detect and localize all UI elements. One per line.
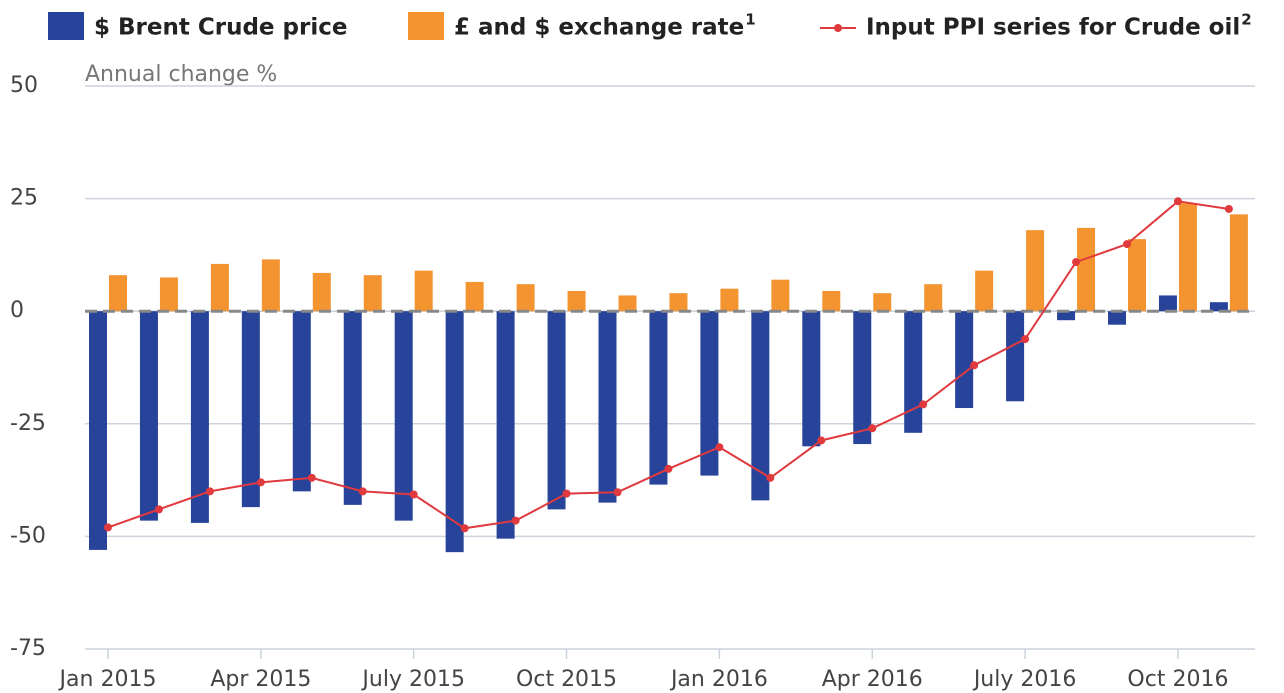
line-point xyxy=(358,487,367,496)
legend-sup: 2 xyxy=(1241,11,1251,29)
bar xyxy=(363,275,382,312)
bar xyxy=(241,311,260,508)
bar xyxy=(496,311,515,539)
line-point xyxy=(104,523,112,532)
line-point xyxy=(766,473,775,482)
y-tick-label: 50 xyxy=(10,73,38,98)
bar xyxy=(924,284,943,312)
y-tick-label: -25 xyxy=(10,411,46,436)
line-point xyxy=(460,524,469,533)
bar xyxy=(89,311,107,550)
y-tick-label: -50 xyxy=(10,523,46,548)
line-point xyxy=(154,505,163,514)
bar xyxy=(1108,311,1126,325)
bar xyxy=(1178,203,1197,312)
bar xyxy=(802,311,821,447)
bar xyxy=(516,284,535,312)
bar xyxy=(312,272,331,312)
bar xyxy=(567,290,586,312)
x-tick-label: Oct 2015 xyxy=(516,667,617,692)
bar xyxy=(1209,302,1228,312)
bar xyxy=(445,311,464,553)
x-tick-label: Oct 2016 xyxy=(1127,667,1228,692)
bar xyxy=(210,263,229,312)
bar xyxy=(109,275,127,312)
bar xyxy=(751,311,770,501)
line-point xyxy=(562,489,571,498)
legend-label: $ Brent Crude price xyxy=(94,15,347,41)
bar xyxy=(190,311,209,523)
bar xyxy=(139,311,158,521)
bar xyxy=(618,295,637,312)
line-point xyxy=(613,488,622,497)
bar xyxy=(975,270,994,312)
x-tick-label: July 2016 xyxy=(972,667,1077,692)
bar xyxy=(1006,311,1025,402)
x-tick-label: Jan 2016 xyxy=(669,667,768,692)
legend-label: Input PPI series for Crude oil xyxy=(866,15,1240,41)
legend-swatch xyxy=(834,24,842,32)
line-point xyxy=(1072,258,1081,267)
legend-swatch xyxy=(48,12,84,40)
line-point xyxy=(1173,197,1182,206)
bar xyxy=(853,311,872,445)
line-point xyxy=(868,424,877,433)
line-point xyxy=(715,443,724,452)
line-point xyxy=(817,436,826,445)
bar xyxy=(1229,214,1248,312)
bar xyxy=(1077,227,1096,312)
legend-sup: 1 xyxy=(745,11,755,29)
line-point xyxy=(1021,335,1030,344)
x-tick-label: Apr 2015 xyxy=(210,667,311,692)
line-point xyxy=(307,473,316,482)
legend-swatch xyxy=(408,12,444,40)
line-point xyxy=(664,464,673,473)
y-tick-label: -75 xyxy=(10,636,46,661)
bar xyxy=(1128,239,1146,312)
x-tick-label: Apr 2016 xyxy=(822,667,923,692)
legend-label: £ and $ exchange rate xyxy=(454,15,744,41)
bar xyxy=(465,281,484,312)
x-tick-label: Jan 2015 xyxy=(58,667,157,692)
bar xyxy=(343,311,362,505)
bar xyxy=(649,311,668,485)
line-point xyxy=(409,490,418,499)
bar xyxy=(669,293,688,312)
line-point xyxy=(511,516,520,525)
line-point xyxy=(919,400,928,409)
line-point xyxy=(205,487,214,496)
bar xyxy=(261,259,280,312)
bar xyxy=(598,311,617,503)
bar xyxy=(414,270,433,312)
bar xyxy=(1026,230,1045,312)
line-point xyxy=(256,478,265,487)
bar xyxy=(547,311,566,510)
bar xyxy=(904,311,923,433)
bar xyxy=(394,311,413,521)
y-tick-label: 0 xyxy=(10,298,24,323)
bar xyxy=(822,290,841,312)
bar xyxy=(720,288,739,312)
bar xyxy=(159,277,178,312)
line xyxy=(107,200,1230,530)
bar xyxy=(700,311,719,476)
bar xyxy=(1158,295,1177,312)
subtitle: Annual change % xyxy=(85,62,277,87)
bar xyxy=(1057,311,1076,321)
y-tick-label: 25 xyxy=(10,186,38,211)
line-point xyxy=(1224,204,1233,213)
bar xyxy=(955,311,974,409)
bar xyxy=(292,311,311,492)
line-point xyxy=(970,361,979,370)
line-point xyxy=(1123,240,1131,249)
x-tick-label: July 2015 xyxy=(360,667,465,692)
bar xyxy=(873,293,892,312)
bar xyxy=(771,279,790,312)
